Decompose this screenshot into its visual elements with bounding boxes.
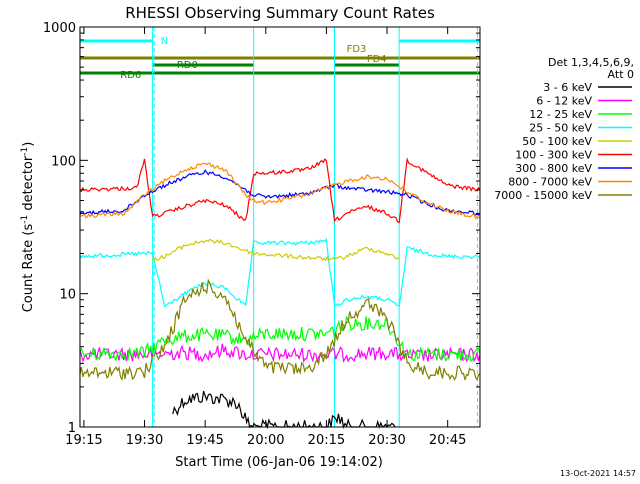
plot-frame xyxy=(79,26,481,428)
series-lines xyxy=(79,157,481,430)
legend-label-7: 800 - 7000 keV xyxy=(508,176,592,189)
x-tick-label-3: 20:00 xyxy=(247,433,284,448)
x-tick-label-2: 19:45 xyxy=(186,433,223,448)
legend-label-8: 7000 - 15000 keV xyxy=(494,189,592,202)
series-line-5 xyxy=(79,157,481,224)
series-line-6 xyxy=(79,169,481,217)
chart-title: RHESSI Observing Summary Count Rates xyxy=(125,4,435,22)
y-tick-label-2: 100 xyxy=(51,154,76,169)
x-tick-label-1: 19:30 xyxy=(126,433,163,448)
series-line-0 xyxy=(172,390,396,430)
y-axis-label-mid: detector xyxy=(21,155,36,215)
x-tick-label-4: 20:15 xyxy=(308,433,345,448)
series-line-2 xyxy=(79,316,481,363)
mode-bar-label-fd4: FD4 xyxy=(367,54,387,65)
x-tick-label-5: 20:30 xyxy=(368,433,405,448)
y-tick-label-3: 1000 xyxy=(43,21,76,36)
x-tick-label-0: 19:15 xyxy=(65,433,102,448)
legend-label-0: 3 - 6 keV xyxy=(543,81,592,94)
series-line-4 xyxy=(152,238,400,263)
legend-label-6: 300 - 800 keV xyxy=(515,162,592,175)
legend-header-line2: Att 0 xyxy=(608,68,634,81)
y-axis-label: Count Rate (s-1 detector-1) xyxy=(20,142,36,313)
mode-bar-label-rd0: RD0 xyxy=(177,60,198,71)
mode-bar-label-fd3: FD3 xyxy=(347,44,367,55)
mode-bar-label-rd6: RD6 xyxy=(120,70,141,81)
series-line-3 xyxy=(79,237,481,308)
series-line-1 xyxy=(79,343,481,364)
y-axis-label-main: Count Rate (s xyxy=(21,224,36,313)
y-axis-label-sup2: -1 xyxy=(20,147,30,156)
legend-header-line1: Det 1,3,4,5,6,9, xyxy=(548,56,634,69)
legend-label-3: 25 - 50 keV xyxy=(529,122,592,135)
legend-label-2: 12 - 25 keV xyxy=(529,108,592,121)
series-line-8 xyxy=(79,278,481,381)
legend-label-1: 6 - 12 keV xyxy=(536,95,592,108)
legend-label-5: 100 - 300 keV xyxy=(515,149,592,162)
mode-boundary-lines xyxy=(79,27,478,427)
legend-label-4: 50 - 100 keV xyxy=(522,135,592,148)
y-tick-label-1: 10 xyxy=(59,288,76,303)
y-axis-label-sup1: -1 xyxy=(20,215,30,224)
y-axis-label-end: ) xyxy=(21,142,36,147)
x-axis-label: Start Time (06-Jan-06 19:14:02) xyxy=(175,455,383,470)
y-tick-label-0: 1 xyxy=(68,421,76,436)
x-tick-label-6: 20:45 xyxy=(429,433,466,448)
axes: 19:15 19:30 19:45 20:00 20:15 20:30 20:45 1 10 10… xyxy=(43,21,480,448)
generation-timestamp: 13-Oct-2021 14:57 xyxy=(560,469,636,478)
mode-bar-label-n: N xyxy=(161,36,168,47)
series-line-7 xyxy=(79,162,481,220)
